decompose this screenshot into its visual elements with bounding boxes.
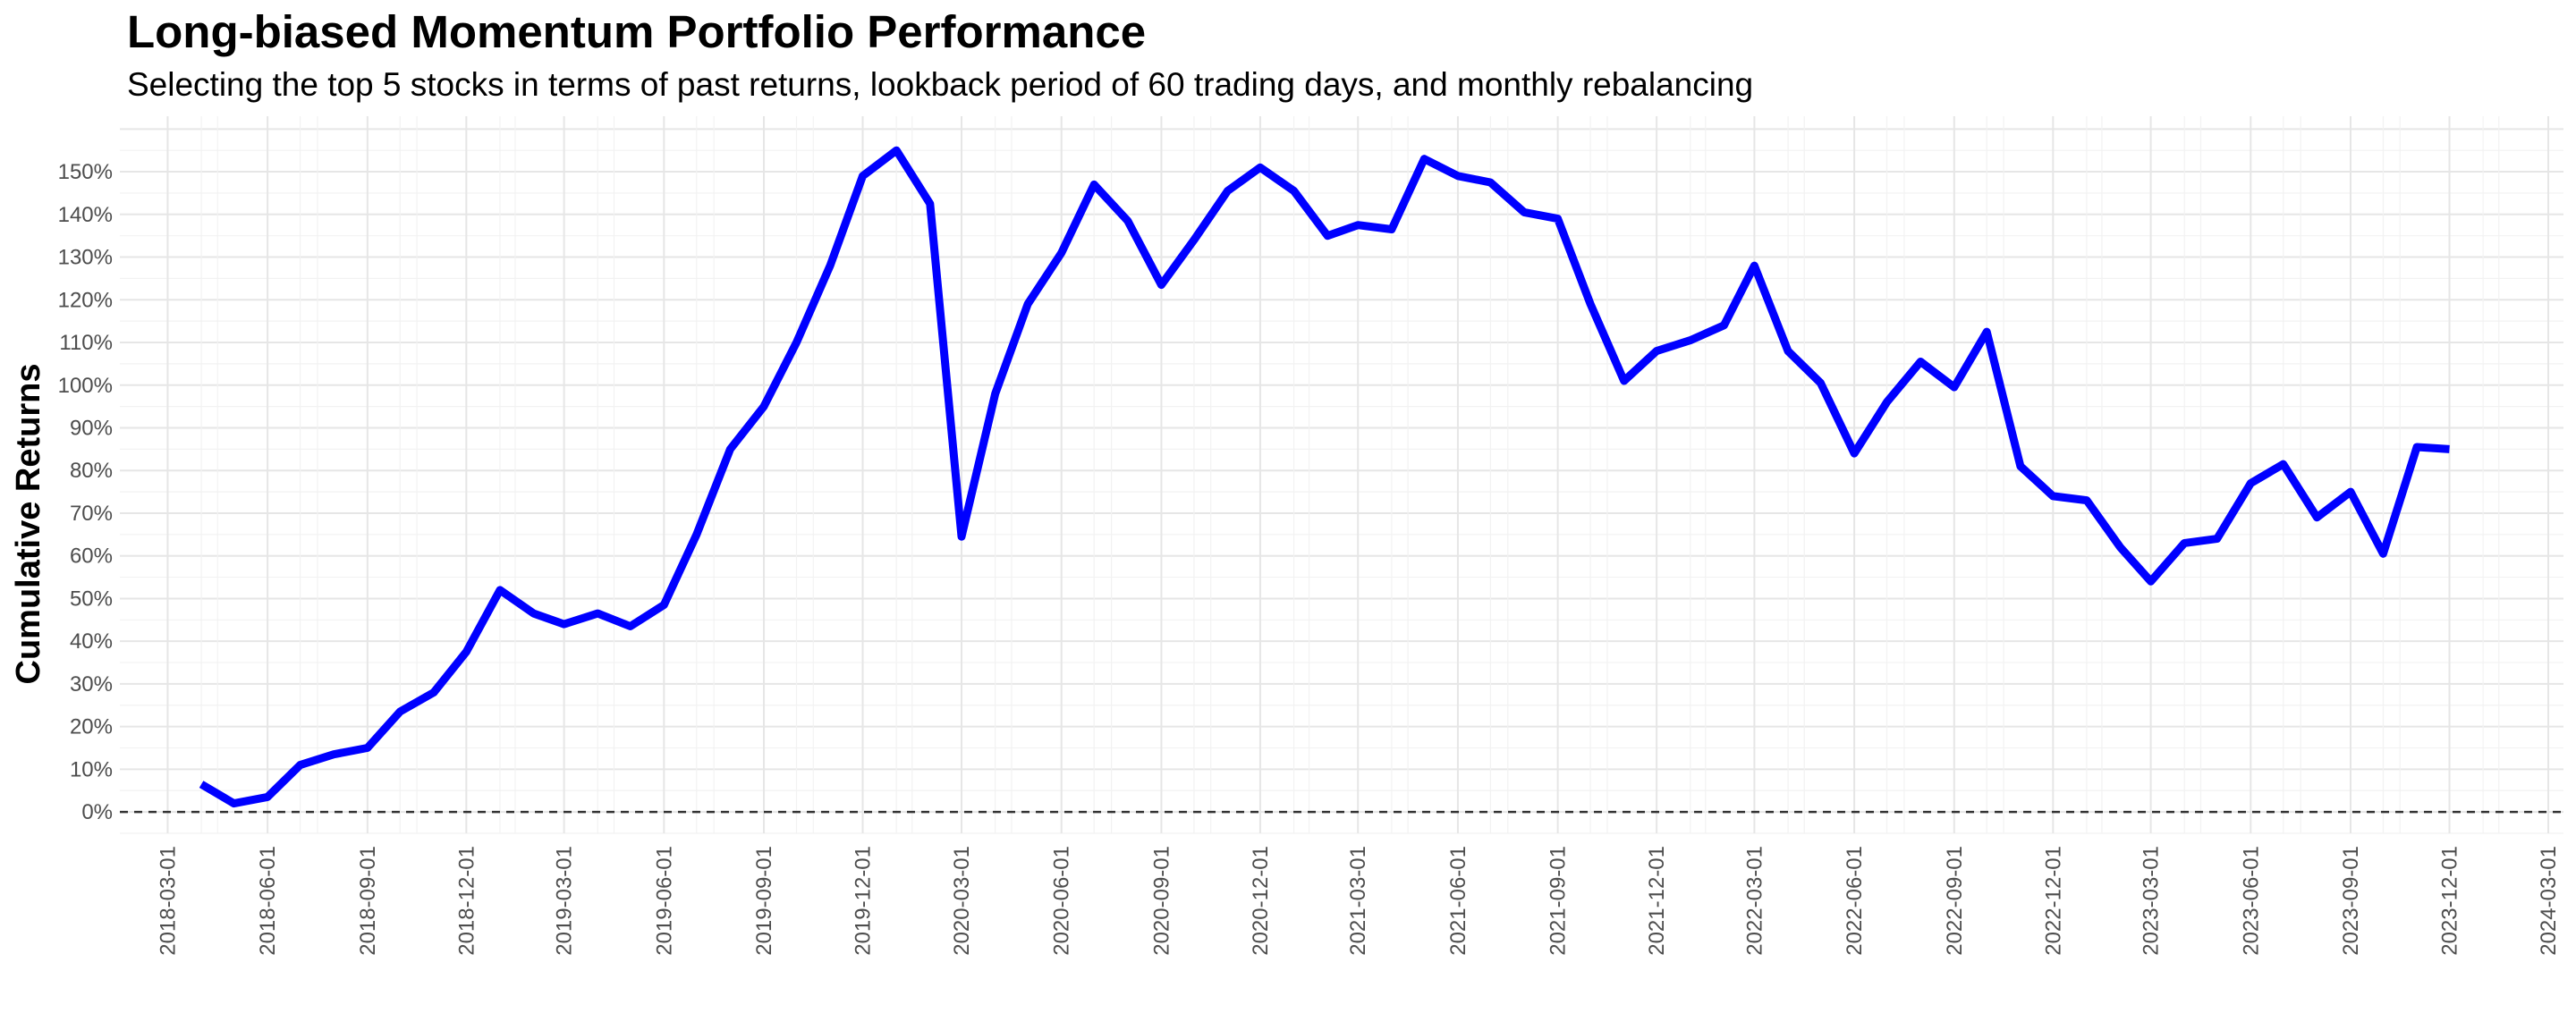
- x-tick-label: 2022-12-01: [2041, 846, 2065, 956]
- x-tick-label: 2021-09-01: [1546, 846, 1571, 956]
- chart-subtitle: Selecting the top 5 stocks in terms of p…: [127, 66, 1754, 103]
- y-tick-label: 20%: [70, 715, 113, 739]
- y-tick-label: 40%: [70, 629, 113, 654]
- y-tick-label: 150%: [58, 160, 113, 184]
- x-tick-label: 2018-09-01: [356, 846, 380, 956]
- y-tick-label: 110%: [59, 331, 113, 355]
- x-tick-label: 2018-06-01: [256, 846, 280, 956]
- x-tick-label: 2020-12-01: [1249, 846, 1273, 956]
- x-tick-label: 2019-09-01: [752, 846, 776, 956]
- x-tick-label: 2023-06-01: [2239, 846, 2263, 956]
- y-tick-label: 0%: [81, 800, 113, 824]
- x-tick-label: 2018-03-01: [156, 846, 180, 956]
- x-tick-label: 2022-03-01: [1742, 846, 1767, 956]
- y-tick-label: 120%: [58, 288, 113, 312]
- x-tick-label: 2022-06-01: [1843, 846, 1867, 956]
- x-tick-label: 2021-06-01: [1446, 846, 1470, 956]
- x-tick-label: 2021-12-01: [1645, 846, 1669, 956]
- x-axis-ticks: 2018-03-01 2018-06-01 2018-09-01 2018-12-01…: [156, 846, 2561, 956]
- x-tick-label: 2024-03-01: [2537, 846, 2561, 956]
- y-tick-label: 130%: [58, 246, 113, 270]
- y-tick-label: 90%: [70, 416, 113, 440]
- y-tick-label: 30%: [70, 672, 113, 697]
- x-tick-label: 2020-09-01: [1149, 846, 1174, 956]
- x-tick-label: 2023-03-01: [2140, 846, 2164, 956]
- x-tick-label: 2019-12-01: [852, 846, 876, 956]
- y-axis-title: Cumulative Returns: [10, 364, 47, 685]
- series-layer: [199, 146, 2450, 808]
- series-line-0: [199, 146, 2450, 808]
- y-tick-label: 80%: [70, 459, 113, 483]
- y-tick-label: 50%: [70, 587, 113, 611]
- y-tick-label: 140%: [58, 203, 113, 227]
- grid-lines: [120, 116, 2563, 834]
- x-tick-label: 2018-12-01: [454, 846, 479, 956]
- x-tick-label: 2021-03-01: [1346, 846, 1370, 956]
- y-axis-ticks: 0% 10% 20% 30% 40% 50% 60% 70% 80% 90% 100% 110% 120…: [58, 160, 113, 824]
- x-tick-label: 2019-03-01: [553, 846, 577, 956]
- x-tick-label: 2020-06-01: [1050, 846, 1074, 956]
- x-tick-label: 2019-06-01: [652, 846, 676, 956]
- y-tick-label: 100%: [58, 374, 113, 398]
- x-tick-label: 2022-09-01: [1943, 846, 1967, 956]
- x-tick-label: 2020-03-01: [950, 846, 974, 956]
- y-tick-label: 60%: [70, 545, 113, 569]
- x-tick-label: 2023-12-01: [2438, 846, 2462, 956]
- y-tick-label: 70%: [70, 502, 113, 526]
- chart-title: Long-biased Momentum Portfolio Performan…: [127, 6, 1147, 57]
- y-tick-label: 10%: [70, 757, 113, 781]
- x-tick-label: 2023-09-01: [2339, 846, 2363, 956]
